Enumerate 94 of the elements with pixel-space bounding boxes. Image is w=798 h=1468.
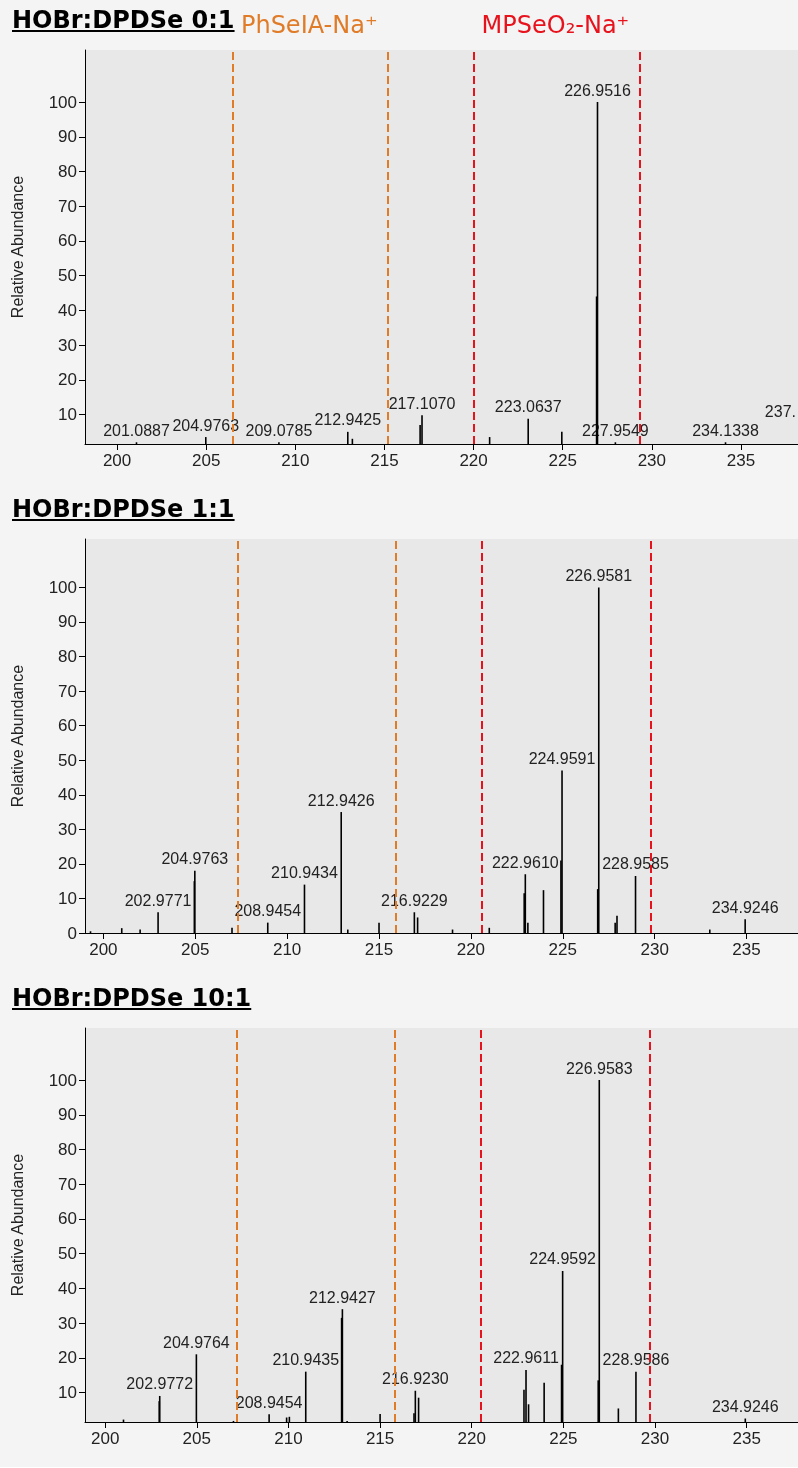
x-tick-label: 220 [457, 1429, 486, 1448]
annotation: 204.9763 [161, 850, 229, 868]
annotation: 216.9229 [380, 891, 448, 909]
y-tick-label: 30 [58, 819, 77, 839]
x-tick-label: 230 [640, 1429, 670, 1448]
y-tick-label: 90 [58, 612, 77, 632]
y-tick-label: 70 [58, 1174, 77, 1194]
annotation: 210.9434 [271, 864, 338, 882]
annotation: 212.9426 [307, 791, 375, 809]
x-tick-label: 235 [732, 940, 761, 959]
x-tick-label: 225 [549, 1429, 578, 1448]
chart-title: HOBr:DPDSe 0:1 [12, 6, 235, 34]
annotation: 228.9586 [602, 1351, 670, 1369]
y-tick-label: 40 [58, 1278, 77, 1298]
annotation: 216.9230 [381, 1370, 449, 1388]
annotation: 226.9583 [565, 1059, 633, 1077]
x-tick-label: 215 [365, 1429, 395, 1448]
x-tick-label: 215 [364, 940, 394, 959]
x-tick-label: 200 [89, 940, 118, 959]
annotation: 210.9435 [272, 1351, 340, 1369]
x-tick-label: 225 [548, 451, 577, 470]
y-tick-label: 40 [58, 785, 77, 805]
y-tick-label: 20 [58, 854, 77, 874]
y-tick-label: 80 [58, 647, 77, 667]
annotation: 222.9610 [491, 853, 559, 871]
annotation: 204.9763 [172, 416, 240, 434]
annotation: 212.9425 [314, 411, 382, 429]
annotation: 212.9427 [309, 1288, 376, 1306]
annotation: 204.9764 [163, 1333, 230, 1351]
x-tick-label: 235 [732, 1429, 761, 1448]
annotation: 222.9611 [493, 1349, 559, 1367]
y-tick-label: 50 [58, 266, 77, 286]
annotation: 223.0637 [494, 398, 562, 416]
y-tick-label: 10 [58, 1382, 77, 1402]
x-tick-label: 200 [102, 451, 132, 470]
annotation: 234.9246 [711, 1398, 779, 1416]
y-tick-label: 100 [48, 92, 77, 112]
annotation: 224.9592 [529, 1250, 597, 1268]
y-tick-label: 20 [58, 370, 77, 390]
annotation: 237. [764, 402, 796, 420]
y-tick-label: 80 [58, 162, 77, 181]
y-tick-label: 60 [58, 1209, 77, 1229]
y-tick-label: 100 [48, 1070, 77, 1090]
y-tick-label: 80 [58, 1140, 77, 1159]
annotation: 217.1070 [388, 394, 456, 412]
y-tick-label: 90 [58, 1105, 77, 1125]
x-tick-label: 210 [274, 1429, 303, 1448]
annotation: 202.9771 [124, 891, 192, 909]
annotation: 208.9454 [234, 902, 302, 920]
y-tick-label: 70 [58, 681, 77, 701]
annotation: 226.9581 [565, 566, 633, 584]
y-tick-label: 20 [58, 1348, 77, 1368]
chart-title: HOBr:DPDSe 10:1 [12, 984, 252, 1012]
annotation: 208.9454 [235, 1393, 303, 1411]
y-axis-title: Relative Abundance [8, 175, 26, 319]
ref-line-label: MPSeO₂-Na⁺ [481, 11, 630, 39]
y-tick-label: 40 [58, 300, 77, 320]
y-tick-label: 100 [48, 577, 77, 597]
annotation: 234.1338 [692, 421, 759, 439]
x-tick-label: 225 [548, 940, 577, 959]
y-tick-label: 10 [58, 404, 77, 424]
y-tick-label: 60 [58, 231, 77, 251]
y-tick-label: 60 [58, 716, 77, 736]
x-tick-label: 220 [456, 940, 486, 959]
y-tick-label: 50 [58, 1244, 77, 1264]
y-axis-title: Relative Abundance [8, 1153, 26, 1297]
x-tick-label: 230 [640, 940, 669, 959]
x-tick-label: 235 [726, 451, 756, 470]
annotation: 202.9772 [126, 1375, 194, 1393]
annotation: 234.9246 [711, 898, 779, 916]
x-tick-label: 210 [272, 940, 302, 959]
y-tick-label: 0 [67, 923, 77, 943]
y-axis-title: Relative Abundance [8, 664, 26, 808]
y-tick-label: 70 [58, 196, 77, 216]
x-tick-label: 205 [182, 1429, 211, 1448]
annotation: 226.9516 [564, 81, 631, 99]
chart-title: HOBr:DPDSe 1:1 [12, 495, 235, 523]
y-tick-label: 90 [58, 127, 77, 147]
x-tick-label: 220 [459, 451, 488, 470]
ref-line-label: PhSeIA-Na⁺ [240, 11, 378, 39]
x-tick-label: 200 [90, 1429, 120, 1448]
annotation: 228.9585 [602, 855, 669, 873]
x-tick-label: 210 [281, 451, 310, 470]
y-tick-label: 30 [58, 1313, 77, 1333]
annotation: 209.0785 [245, 421, 313, 439]
y-tick-label: 10 [58, 888, 77, 908]
y-tick-label: 30 [58, 335, 77, 355]
x-tick-label: 205 [192, 451, 221, 470]
annotation: 201.0887 [103, 421, 170, 439]
x-tick-label: 230 [637, 451, 667, 470]
x-tick-label: 205 [181, 940, 210, 959]
x-tick-label: 215 [370, 451, 399, 470]
y-tick-label: 50 [58, 750, 77, 770]
annotation: 224.9591 [528, 750, 596, 768]
